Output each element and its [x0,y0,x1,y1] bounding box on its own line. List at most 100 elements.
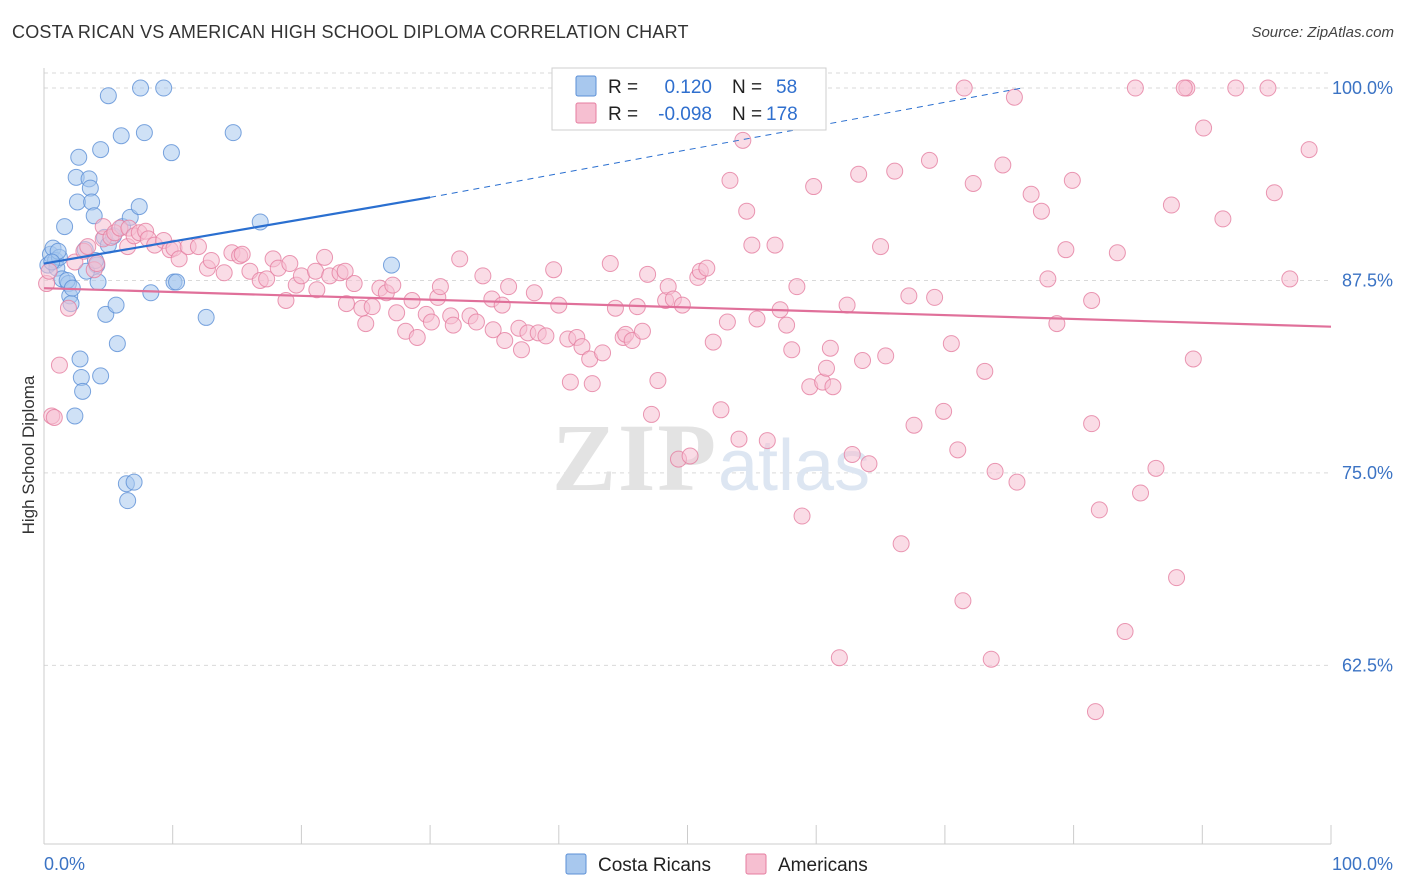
american-point [1281,270,1299,288]
american-point [824,378,842,396]
american-point [1057,241,1075,259]
chart-source: Source: ZipAtlas.com [1251,24,1394,41]
costa-rican-point [108,335,126,353]
costa-rican-point [66,407,84,425]
legend-r-label: R = [608,77,638,98]
american-point [1039,270,1057,288]
american-point [986,462,1004,480]
x-tick-labels: 0.0% 100.0% [44,854,1393,874]
american-point [805,178,823,196]
american-point [1032,202,1050,220]
american-point [766,236,784,254]
american-point [817,359,835,377]
american-point [337,295,355,313]
american-point [920,151,938,169]
american-point [633,322,651,340]
american-point [854,352,872,370]
costa-rican-point [382,256,400,274]
american-point [292,267,310,285]
american-point [345,275,363,293]
american-point [336,262,354,280]
y-tick-label: 87.5% [1342,270,1393,290]
costa-rican-point [70,148,88,166]
american-point [926,288,944,306]
american-point [639,265,657,283]
legend: R = 0.120 N = 58 R = -0.098 N = 178 [551,67,827,131]
american-point [594,344,612,362]
american-point [905,416,923,434]
american-point [718,313,736,331]
legend-n-value: 58 [776,77,797,98]
american-point [1195,119,1213,137]
american-point [704,333,722,351]
american-point [308,281,326,299]
american-point [1086,703,1104,721]
american-point [994,156,1012,174]
american-point [403,291,421,309]
american-point [550,296,568,314]
american-point [1132,484,1150,502]
costa-rican-point [92,141,110,159]
costa-rican-point [130,198,148,216]
costa-rican-trend-line-extension [430,87,1023,198]
american-point [1022,185,1040,203]
costa-rican-point [162,144,180,162]
american-point [1184,350,1202,368]
grid [44,72,1331,666]
bottom-legend-label-costa-ricans: Costa Ricans [598,855,711,876]
american-point [233,245,251,263]
american-point [838,296,856,314]
bottom-legend: Costa Ricans Americans [565,853,868,876]
american-point [721,171,739,189]
american-point [467,313,485,331]
american-point [949,441,967,459]
american-point [545,261,563,279]
american-point [573,338,591,356]
costa-rican-point [168,273,186,291]
american-point [537,327,555,345]
legend-r-value: -0.098 [658,104,712,125]
american-point [363,298,381,316]
american-point [886,162,904,180]
american-point [281,255,299,273]
american-point [258,270,276,288]
costa-rican-point [83,193,101,211]
american-point [954,592,972,610]
american-point [388,304,406,322]
american-point [860,455,878,473]
legend-n-value: 178 [766,104,798,125]
costa-rican-point [99,87,117,105]
bottom-legend-swatch-costa-ricans [565,853,587,875]
american-point [738,202,756,220]
costa-rican-point [197,308,215,326]
american-point [730,430,748,448]
axes [43,68,1332,845]
trend-lines [43,87,1332,328]
costa-rican-point [155,79,173,97]
american-point [357,315,375,333]
american-point [877,347,895,365]
costa-rican-point [132,79,150,97]
legend-row-americans: R = -0.098 N = 178 [575,102,798,125]
american-point [1300,141,1318,159]
bottom-legend-swatch-americans [745,853,767,875]
costa-rican-point [119,492,137,510]
american-point [79,238,97,256]
american-point [900,287,918,305]
american-point [955,79,973,97]
american-point [964,174,982,192]
american-point [215,264,233,282]
legend-n-label: N = [732,77,762,98]
legend-n-label: N = [732,104,762,125]
american-point [500,278,518,296]
american-point [1265,184,1283,202]
american-point [783,341,801,359]
american-point [748,310,766,328]
costa-rican-point [142,284,160,302]
legend-row-costa-ricans: R = 0.120 N = 58 [575,75,797,98]
x-tick-label: 100.0% [1332,854,1393,874]
american-point [1214,210,1232,228]
american-point [444,316,462,334]
american-point [189,238,207,256]
american-point [673,296,691,314]
